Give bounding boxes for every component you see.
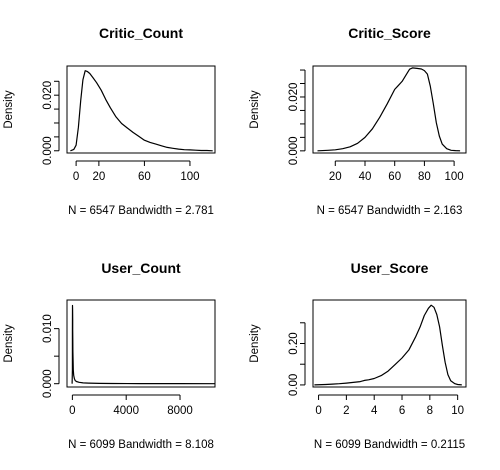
x-tick-label: 4000 [113,405,139,417]
density-panel-3: User_Count 0 4000 8000 0.000 0.010 Density N = … [3,260,216,451]
density-panel-4: User_Score 0 2 4 6 8 10 0.00 0.20 Density N = 6099… [249,260,467,451]
x-axis-label: N = 6099 Bandwidth = 8.108 [68,439,214,451]
x-axis-label: N = 6547 Bandwidth = 2.781 [68,205,214,217]
x-tick-label: 100 [445,171,464,183]
y-tick-label: 0.000 [42,136,54,165]
panel-title: User_Score [351,260,429,276]
x-tick-label: 0 [73,171,79,183]
x-tick-label: 6 [399,405,405,417]
x-tick-label: 4 [371,405,378,417]
panel-title: Critic_Count [99,25,183,41]
x-tick-label: 100 [180,171,199,183]
x-tick-label: 60 [138,171,151,183]
plot-frame [66,65,216,154]
density-curve [317,67,461,152]
y-axis-label: Density [3,90,15,129]
x-tick-label: 40 [359,171,372,183]
plot-frame [312,65,467,154]
x-tick-label: 8 [427,405,433,417]
x-axis-label: N = 6547 Bandwidth = 2.163 [317,205,463,217]
x-tick-label: 20 [92,171,105,183]
y-axis-label: Density [249,324,261,363]
y-tick-label: 0.020 [42,81,54,110]
y-tick-label: 0.20 [288,332,300,354]
y-axis-label: Density [249,90,261,129]
x-axis-label: N = 6099 Bandwidth = 0.2115 [314,439,465,451]
plot-frame [312,299,467,388]
plot-frame [66,299,216,388]
y-tick-label: 0.010 [42,314,54,343]
panel-title: Critic_Score [348,25,431,41]
y-tick-label: 0.000 [42,369,54,398]
x-tick-label: 8000 [167,405,193,417]
panel-title: User_Count [101,260,181,276]
y-tick-label: 0.020 [288,83,300,112]
x-tick-label: 20 [329,171,342,183]
y-tick-label: 0.000 [288,136,300,165]
y-axis-label: Density [3,324,15,363]
x-tick-label: 60 [388,171,401,183]
density-panel-1: Critic_Count 0 20 60 100 0.000 0.020 Density N =… [3,25,216,217]
x-tick-label: 2 [343,405,349,417]
x-tick-label: 0 [315,405,321,417]
density-curve [71,304,216,385]
x-tick-label: 80 [418,171,431,183]
x-tick-label: 0 [69,405,75,417]
density-curve [70,70,213,152]
density-curve [314,304,462,386]
x-tick-label: 10 [451,405,464,417]
y-tick-label: 0.00 [288,374,300,396]
density-panel-2: Critic_Score 20 40 60 80 100 0.000 0.020 Density… [249,25,467,217]
